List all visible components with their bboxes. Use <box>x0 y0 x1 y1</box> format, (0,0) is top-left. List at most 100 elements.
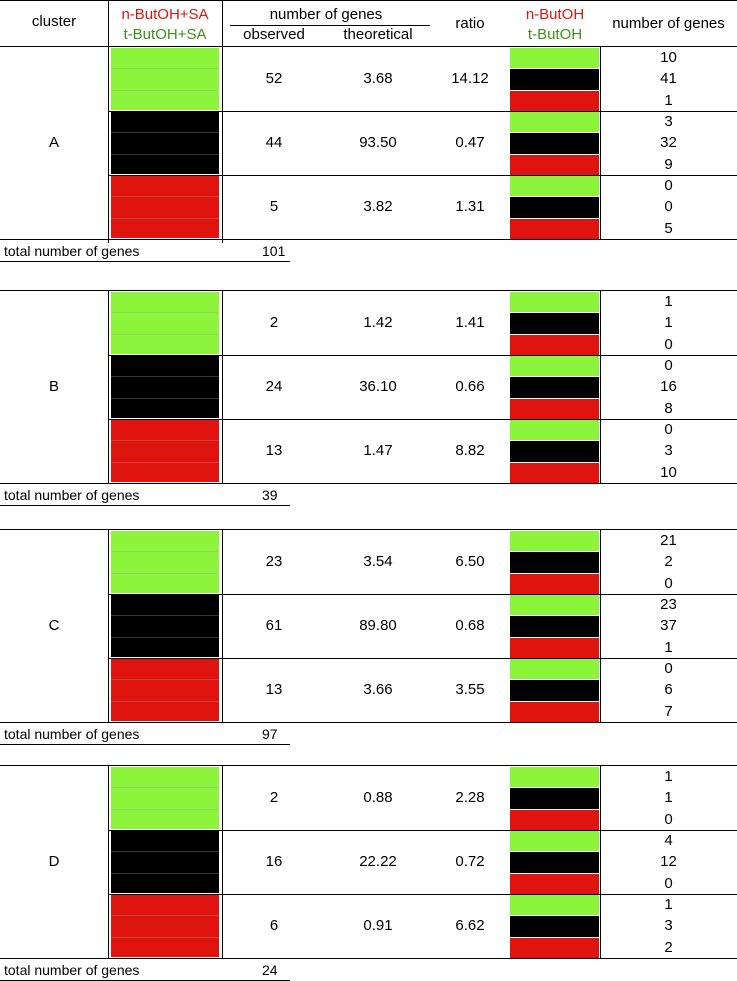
theoretical-value: 1.47 <box>363 442 393 459</box>
block-gridline <box>111 397 219 399</box>
section-top-rule <box>0 765 737 766</box>
single-block-red <box>510 154 599 175</box>
theoretical-value: 0.91 <box>363 917 393 934</box>
col-divider <box>108 291 109 483</box>
count-value: 3 <box>664 113 673 130</box>
combo-block-green <box>111 292 219 354</box>
combo-block-black <box>111 112 219 174</box>
count-value: 1 <box>664 314 673 332</box>
observed-value: 2 <box>269 789 279 806</box>
single-block-black <box>510 852 599 873</box>
block-gridline <box>111 936 219 938</box>
total-value: 97 <box>262 726 278 742</box>
block-gridline <box>111 333 219 335</box>
single-block-green <box>510 831 599 852</box>
ratio-value: 8.82 <box>455 442 485 459</box>
theoretical-value: 89.80 <box>359 617 397 634</box>
block-gridline <box>111 68 219 70</box>
total-value: 101 <box>262 243 286 259</box>
single-block-black <box>510 788 599 809</box>
single-block-green <box>510 895 599 916</box>
combo-block-green <box>111 48 219 110</box>
block-gridline <box>111 132 219 134</box>
single-block-green <box>510 292 599 313</box>
count-value: 0 <box>664 874 673 892</box>
header-ratio: ratio <box>455 15 485 32</box>
single-block-black <box>510 197 599 218</box>
single-block-red <box>510 218 599 239</box>
col-divider <box>222 766 223 958</box>
theoretical-value: 3.68 <box>363 70 393 87</box>
block-gridline <box>111 915 219 917</box>
total-top-rule <box>0 483 737 484</box>
combo-block-green <box>111 531 219 593</box>
single-block-red <box>510 398 599 419</box>
total-bottom-rule <box>0 744 290 745</box>
header-theoretical: theoretical <box>343 26 413 43</box>
count-value: 1 <box>664 91 673 109</box>
total-label: total number of genes <box>4 487 140 503</box>
single-block-red <box>510 90 599 111</box>
header-number-of-genes-right: number of genes <box>612 15 725 32</box>
single-block-red <box>510 809 599 830</box>
count-value: 0 <box>664 421 673 438</box>
group-rule <box>108 830 737 831</box>
total-top-rule <box>0 958 737 959</box>
group-rule <box>108 894 737 895</box>
single-block-green <box>510 176 599 197</box>
theoretical-value: 3.54 <box>363 553 393 570</box>
single-block-black <box>510 377 599 398</box>
block-gridline <box>111 808 219 810</box>
total-value: 39 <box>262 487 278 503</box>
block-gridline <box>111 636 219 638</box>
total-top-rule <box>0 722 737 723</box>
single-block-red <box>510 462 599 483</box>
single-block-green <box>510 48 599 69</box>
cluster-name: D <box>48 853 60 870</box>
single-block-green <box>510 659 599 680</box>
count-value: 0 <box>664 810 673 828</box>
section-top-rule <box>0 290 737 291</box>
single-block-black <box>510 69 599 90</box>
combo-block-red <box>111 659 219 721</box>
single-block-red <box>510 873 599 894</box>
block-gridline <box>111 679 219 681</box>
single-block-black <box>510 552 599 573</box>
count-value: 12 <box>660 853 677 871</box>
single-block-black <box>510 680 599 701</box>
count-value: 1 <box>664 789 673 807</box>
single-block-red <box>510 573 599 594</box>
observed-value: 52 <box>265 70 283 87</box>
block-gridline <box>111 872 219 874</box>
combo-block-green <box>111 767 219 829</box>
block-gridline <box>111 700 219 702</box>
count-value: 2 <box>664 553 673 571</box>
ratio-value: 0.72 <box>455 853 485 870</box>
col-divider <box>108 766 109 958</box>
count-value: 7 <box>664 702 673 720</box>
ratio-value: 2.28 <box>455 789 485 806</box>
section-top-rule <box>0 529 737 530</box>
count-value: 37 <box>660 617 677 635</box>
single-block-green <box>510 420 599 441</box>
single-block-black <box>510 313 599 334</box>
combo-block-red <box>111 420 219 482</box>
observed-value: 16 <box>265 853 283 870</box>
combo-block-red <box>111 176 219 238</box>
observed-value: 6 <box>269 917 279 934</box>
observed-value: 13 <box>265 442 283 459</box>
count-value: 9 <box>664 155 673 173</box>
count-value: 0 <box>664 177 673 194</box>
single-block-red <box>510 937 599 958</box>
combo-block-black <box>111 831 219 893</box>
count-value: 8 <box>664 399 673 417</box>
observed-value: 2 <box>269 314 279 331</box>
total-bottom-rule <box>0 261 290 262</box>
header-sub-rule <box>230 25 430 26</box>
count-value: 21 <box>660 532 677 549</box>
header-single-top: n-ButOH <box>525 6 585 23</box>
col-divider <box>108 530 109 722</box>
count-value: 32 <box>660 134 677 152</box>
col-divider <box>600 530 601 722</box>
block-gridline <box>111 787 219 789</box>
